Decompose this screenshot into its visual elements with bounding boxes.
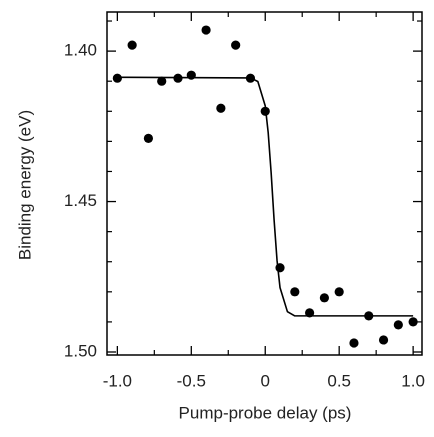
data-point [143, 133, 154, 143]
data-point [290, 287, 300, 297]
fit-line [117, 76, 414, 317]
data-point [186, 70, 196, 80]
data-point [260, 106, 270, 116]
data-point [201, 25, 211, 35]
data-point [393, 320, 403, 330]
data-point [157, 76, 167, 86]
data-point [378, 335, 389, 345]
data-point [275, 263, 285, 273]
x-tick-label: 1.0 [401, 371, 425, 390]
y-axis-title: Binding energy (eV) [15, 110, 34, 260]
data-point [408, 317, 418, 327]
data-point [305, 308, 315, 318]
y-tick-label: 1.45 [64, 191, 97, 210]
data-point [349, 338, 359, 348]
x-tick-label: 0.5 [327, 371, 351, 390]
data-point [216, 103, 226, 113]
x-tick-label: -1.0 [103, 371, 132, 390]
y-tick-label: 1.40 [64, 41, 97, 60]
y-tick-label: 1.50 [64, 341, 97, 360]
x-tick-label: -0.5 [177, 371, 206, 390]
data-point [364, 311, 374, 321]
x-axis-title: Pump-probe delay (ps) [179, 403, 352, 422]
data-point [319, 293, 329, 303]
data-point [245, 73, 256, 83]
x-tick-label: 0 [261, 371, 270, 390]
data-point [173, 73, 183, 83]
data-point [231, 40, 241, 50]
data-point [127, 40, 137, 50]
data-point [334, 287, 344, 297]
data-point [112, 73, 122, 83]
plot-frame [106, 11, 423, 356]
